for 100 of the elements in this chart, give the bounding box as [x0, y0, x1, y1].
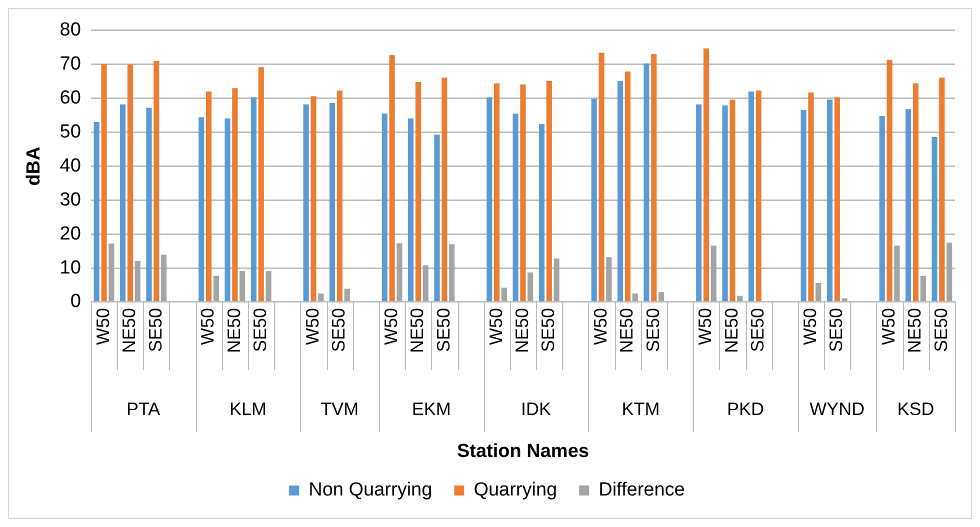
x-tick-label: NE50 — [512, 308, 532, 354]
bar — [737, 296, 743, 302]
bar — [512, 114, 518, 302]
legend-label: Quarrying — [474, 480, 558, 501]
bar — [101, 64, 107, 302]
bar — [932, 136, 938, 302]
y-tick-label: 50 — [60, 121, 81, 142]
bar — [134, 260, 140, 302]
x-tick-label: W50 — [878, 308, 899, 345]
bar — [554, 258, 560, 302]
bar — [344, 288, 350, 302]
bar — [232, 88, 238, 302]
bar — [644, 63, 650, 302]
bar — [240, 271, 246, 302]
text: IDK — [521, 398, 552, 419]
x-tick-label: W50 — [198, 308, 218, 345]
bar — [826, 100, 833, 302]
bar — [842, 298, 848, 302]
bar — [250, 97, 256, 302]
x-tick-label: W50 — [590, 308, 610, 345]
bar — [336, 90, 342, 302]
y-tick-label: 10 — [60, 257, 81, 278]
bar — [303, 104, 309, 302]
x-tick-label: W50 — [486, 308, 506, 345]
y-tick-label: 20 — [60, 223, 81, 244]
bar — [258, 67, 264, 302]
bar — [442, 78, 448, 302]
bar — [632, 293, 638, 302]
bar — [946, 242, 952, 302]
bar — [756, 90, 762, 302]
bar — [198, 117, 204, 302]
x-tick-label: NE50 — [407, 308, 428, 354]
bar — [606, 257, 612, 302]
x-tick-label: W50 — [800, 308, 820, 345]
bar — [494, 83, 500, 302]
x-axis-title: Station Names — [456, 441, 589, 462]
y-axis-title: dBA — [24, 146, 45, 186]
bar — [146, 108, 152, 302]
text: WYND — [810, 398, 865, 419]
x-tick-label: SE50 — [642, 308, 663, 352]
bar — [939, 78, 945, 302]
bar — [382, 114, 388, 302]
x-tick-label: W50 — [92, 308, 113, 345]
bar — [658, 292, 664, 302]
bar — [206, 92, 212, 302]
x-tick-label: NE50 — [616, 308, 637, 354]
bar — [748, 92, 754, 302]
text: EKM — [412, 398, 451, 419]
x-tick-label: SE50 — [826, 308, 846, 352]
bar — [120, 104, 126, 302]
bar — [730, 100, 736, 302]
bar — [154, 60, 160, 302]
x-tick-label: NE50 — [904, 308, 925, 354]
bar — [618, 80, 624, 302]
bar — [389, 55, 395, 302]
bar — [624, 71, 630, 302]
bar — [266, 271, 272, 302]
y-tick-label: 60 — [60, 88, 81, 109]
bar — [408, 118, 414, 302]
x-tick-label: SE50 — [433, 308, 454, 352]
bar — [879, 116, 885, 302]
y-tick-label: 70 — [60, 54, 81, 75]
bar — [598, 52, 604, 302]
y-tick-label: 40 — [60, 155, 81, 176]
bar — [224, 118, 230, 302]
bar — [906, 109, 912, 302]
bar — [591, 98, 597, 302]
bar — [816, 282, 822, 302]
bar — [396, 243, 402, 302]
bar — [894, 246, 900, 302]
x-tick-label: SE50 — [328, 308, 349, 352]
bar — [800, 110, 806, 302]
bar — [318, 293, 324, 302]
y-tick-label: 80 — [60, 20, 81, 41]
x-tick-label: W50 — [695, 308, 716, 345]
legend-label: Difference — [598, 480, 685, 501]
bar — [94, 122, 100, 302]
bar — [161, 254, 167, 302]
x-tick-label: SE50 — [145, 308, 166, 352]
bar — [213, 276, 219, 302]
bar — [422, 265, 428, 302]
bar — [808, 92, 814, 302]
x-tick-label: SE50 — [250, 308, 270, 352]
x-tick-label: SE50 — [748, 308, 768, 352]
bar — [520, 84, 526, 302]
bar — [696, 104, 702, 302]
text: KLM — [230, 398, 267, 419]
text: KTM — [622, 398, 660, 419]
bar — [710, 246, 716, 302]
x-tick-label: W50 — [302, 308, 322, 345]
bar — [329, 103, 336, 302]
x-tick-label: NE50 — [224, 308, 244, 354]
bar — [920, 276, 926, 302]
bar — [415, 82, 422, 302]
x-tick-label: SE50 — [930, 308, 951, 352]
x-tick-label: SE50 — [538, 308, 558, 352]
text: TVM — [320, 398, 359, 419]
bar — [722, 105, 728, 302]
bar — [703, 48, 710, 302]
bar — [538, 124, 545, 302]
